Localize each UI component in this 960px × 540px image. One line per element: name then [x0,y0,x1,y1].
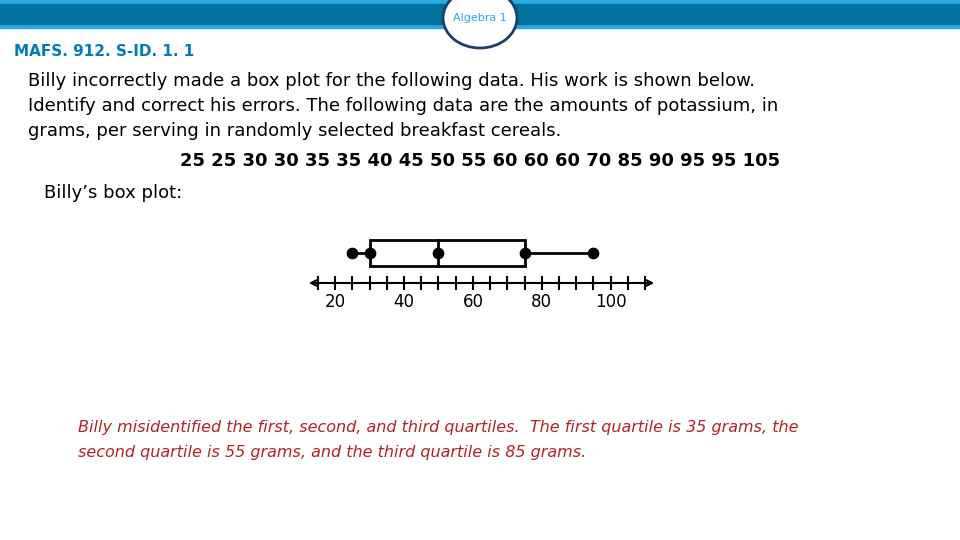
Text: Identify and correct his errors. The following data are the amounts of potassium: Identify and correct his errors. The fol… [28,97,779,115]
Text: MAFS. 912. S-ID. 1. 1: MAFS. 912. S-ID. 1. 1 [14,44,194,59]
Point [431,249,446,258]
Text: 80: 80 [531,293,552,311]
Text: 40: 40 [394,293,415,311]
Bar [0,0,960,28]
Bar [0,4,960,24]
Text: grams, per serving in randomly selected breakfast cereals.: grams, per serving in randomly selected … [28,122,562,140]
Point [586,249,601,258]
Point [516,249,532,258]
Text: Billy misidentified the first, second, and third quartiles.  The first quartile : Billy misidentified the first, second, a… [78,420,799,435]
Ellipse shape [443,0,517,48]
Text: 100: 100 [595,293,626,311]
Text: 20: 20 [324,293,346,311]
Point [362,249,377,258]
Text: 60: 60 [463,293,484,311]
Text: second quartile is 55 grams, and the third quartile is 85 grams.: second quartile is 55 grams, and the thi… [78,445,587,460]
Text: Algebra 1: Algebra 1 [453,13,507,23]
Text: 25 25 30 30 35 35 40 45 50 55 60 60 60 70 85 90 95 95 105: 25 25 30 30 35 35 40 45 50 55 60 60 60 7… [180,152,780,170]
Text: Billy incorrectly made a box plot for the following data. His work is shown belo: Billy incorrectly made a box plot for th… [28,72,755,90]
Bar [370,240,524,266]
Point [345,249,360,258]
Text: Billy’s box plot:: Billy’s box plot: [44,184,182,202]
